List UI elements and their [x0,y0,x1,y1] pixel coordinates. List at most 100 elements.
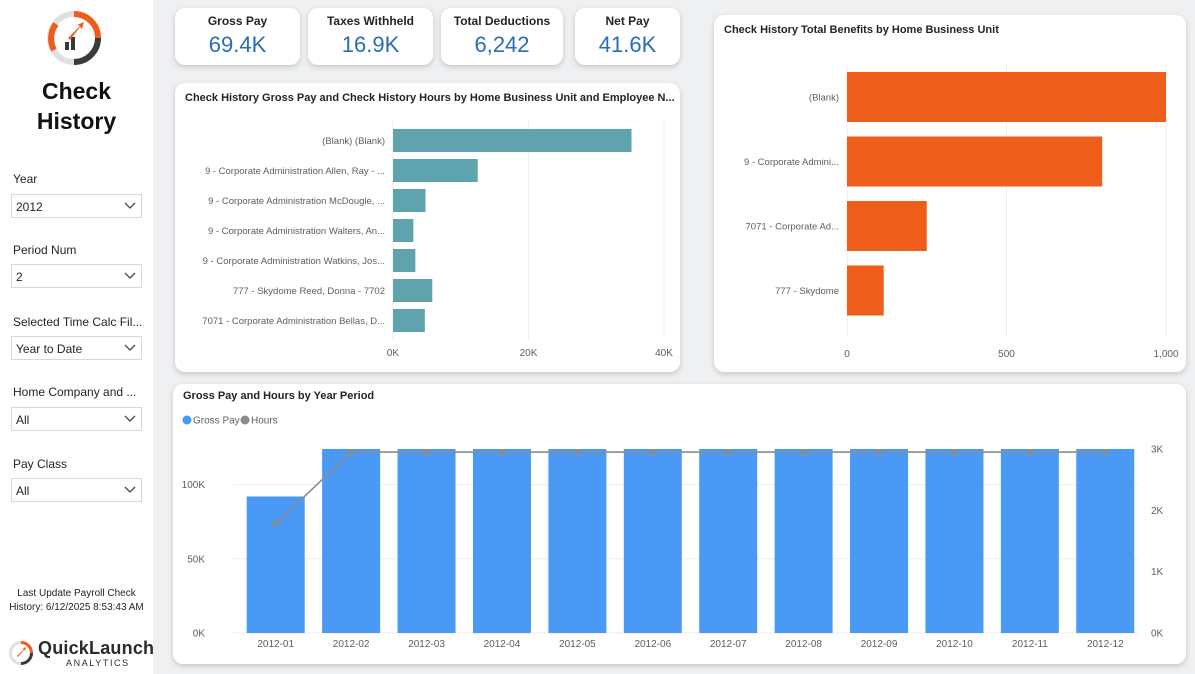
brand-logo-icon [9,641,33,665]
time-calc-value: Year to Date [16,342,83,356]
hours-point [423,449,430,456]
pay-class-dropdown[interactable]: All [11,478,142,502]
chevron-down-icon [124,272,136,279]
bar [1000,449,1059,633]
home-company-dropdown[interactable]: All [11,407,142,431]
chart-area: 0K 20K 40K (Blank) (Blank) 9 - Corporate Adm… [202,119,673,359]
bar [322,449,381,633]
category-label: 777 - Skydome Reed, Donna - 7702 [233,286,385,297]
kpi-value: 41.6K [598,32,657,57]
y-left-tick-label: 50K [187,554,205,565]
slicer-label-time-calc: Selected Time Calc Fil... [13,315,143,329]
bar [393,279,433,302]
x-tick-label: 2012-09 [861,639,898,650]
kpi-title: Gross Pay [207,14,268,28]
kpi-card-gross-pay[interactable]: Gross Pay 69.4K [175,8,300,65]
hours-point [725,449,732,456]
x-tick-label: 2012-02 [333,639,370,650]
category-label: 9 - Corporate Administration Walters, An… [208,226,385,237]
x-tick-label: 2012-10 [936,639,973,650]
bar [472,449,531,633]
x-tick-label: 2012-07 [710,639,747,650]
hours-point [876,449,883,456]
page-title: Check History [36,78,117,134]
time-calc-dropdown[interactable]: Year to Date [11,336,142,360]
category-label: 9 - Corporate Administration Watkins, Jo… [203,256,385,267]
chart-title: Gross Pay and Hours by Year Period [183,390,375,402]
kpi-title: Taxes Withheld [326,14,415,28]
chart-area: 0 500 1,000 (Blank) 9 - Corporate Admini... 7… [744,65,1179,360]
y-right-tick-label: 2K [1151,506,1164,517]
kpi-card-total-deductions[interactable]: Total Deductions 6,242 [441,8,563,65]
sidebar: Check History Year 2012 Period Num 2 Sel… [0,0,155,674]
x-tick-label: 0K [387,348,400,359]
bar [393,129,632,152]
gross-pay-hours-by-period-chart[interactable]: Gross Pay and Hours by Year Period Gross… [173,384,1186,664]
bar [393,309,425,332]
y-right-tick-label: 3K [1151,445,1164,456]
hours-line [275,451,1106,525]
chart-title: Check History Total Benefits by Home Bus… [724,24,999,36]
total-benefits-chart[interactable]: Check History Total Benefits by Home Bus… [714,15,1186,372]
brand-logo: QuickLaunch ANALYTICS [8,638,155,670]
slicer-label-year: Year [13,172,38,186]
category-label: 9 - Corporate Administration McDougle, .… [208,196,385,207]
kpi-value: 6,242 [474,32,530,57]
slicer-label-period: Period Num [13,243,77,257]
bar [847,136,1103,187]
category-label: 777 - Skydome [775,286,839,297]
hours-point [951,449,958,456]
chart-area: Gross Pay Hours 0K 50K 100K 0K 1K 2K 3K 2012-01 20… [182,415,1164,650]
last-update-text: Last Update Payroll Check History: 6/12/… [9,588,144,613]
category-label: (Blank) (Blank) [322,136,385,147]
bar [393,219,414,242]
x-tick-label: 2012-06 [634,639,671,650]
legend-label: Gross Pay [193,416,240,427]
kpi-value: 16.9K [341,32,400,57]
chevron-down-icon [124,486,136,493]
legend-swatch-hours [240,415,250,425]
legend-label: Hours [251,416,278,427]
x-tick-label: 2012-12 [1087,639,1124,650]
y-left-tick-label: 100K [182,480,206,491]
x-tick-label: 2012-01 [257,639,294,650]
bar [847,72,1166,122]
period-num-dropdown[interactable]: 2 [11,264,142,288]
x-tick-label: 500 [998,349,1015,360]
year-value: 2012 [16,200,43,214]
hours-point [498,449,505,456]
x-tick-label: 2012-03 [408,639,445,650]
y-right-tick-label: 0K [1151,629,1164,640]
bar [397,449,456,633]
hours-point [1102,449,1109,456]
x-tick-label: 2012-08 [785,639,822,650]
bar [847,201,927,251]
bar [850,449,909,633]
bar [847,265,884,316]
kpi-card-taxes-withheld[interactable]: Taxes Withheld 16.9K [308,8,433,65]
category-label: 9 - Corporate Administration Allen, Ray … [205,166,385,177]
y-right-tick-label: 1K [1151,567,1164,578]
period-value: 2 [16,270,23,284]
kpi-title: Total Deductions [453,14,551,28]
home-company-value: All [16,413,30,427]
x-tick-label: 2012-04 [484,639,521,650]
brand-name: QuickLaunch [38,638,155,658]
logo-icon [47,11,101,65]
hours-point [1026,449,1033,456]
x-tick-label: 1,000 [1153,349,1178,360]
bar [1076,449,1135,633]
bar [393,159,478,182]
slicer-label-pay-class: Pay Class [13,457,68,471]
gross-pay-by-employee-chart[interactable]: Check History Gross Pay and Check Histor… [175,83,680,372]
hours-point [800,449,807,456]
x-tick-label: 40K [655,348,673,359]
chevron-down-icon [124,202,136,209]
chevron-down-icon [124,415,136,422]
legend-swatch-gross-pay [182,415,192,425]
bar [774,449,833,633]
kpi-value: 69.4K [208,32,267,57]
category-label: 7071 - Corporate Administration Bellas, … [202,316,385,327]
year-dropdown[interactable]: 2012 [11,194,142,218]
kpi-card-net-pay[interactable]: Net Pay 41.6K [575,8,680,65]
